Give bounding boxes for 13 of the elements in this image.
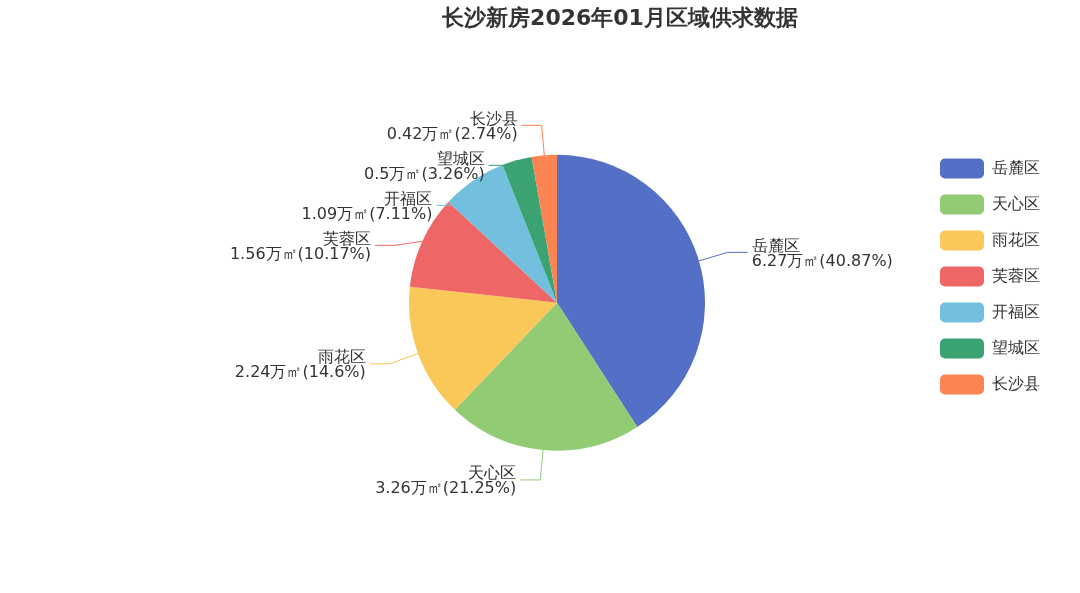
- legend-label: 望城区: [992, 337, 1040, 357]
- legend-label: 岳麓区: [992, 157, 1040, 177]
- legend-label: 开福区: [992, 301, 1040, 321]
- slice-label: 岳麓区: [751, 235, 800, 255]
- data-label: 3.26万㎡(21.25%): [375, 478, 517, 498]
- legend-label: 芙蓉区: [992, 265, 1040, 285]
- chart-title: 长沙新房2026年01月区域供求数据: [441, 4, 798, 30]
- legend-label: 雨花区: [992, 229, 1040, 249]
- slice-label: 开福区: [384, 188, 433, 208]
- slice-label: 芙蓉区: [323, 228, 372, 248]
- legend-label: 天心区: [992, 193, 1040, 213]
- legend-label: 长沙县: [992, 373, 1040, 393]
- slice-label: 望城区: [436, 148, 485, 168]
